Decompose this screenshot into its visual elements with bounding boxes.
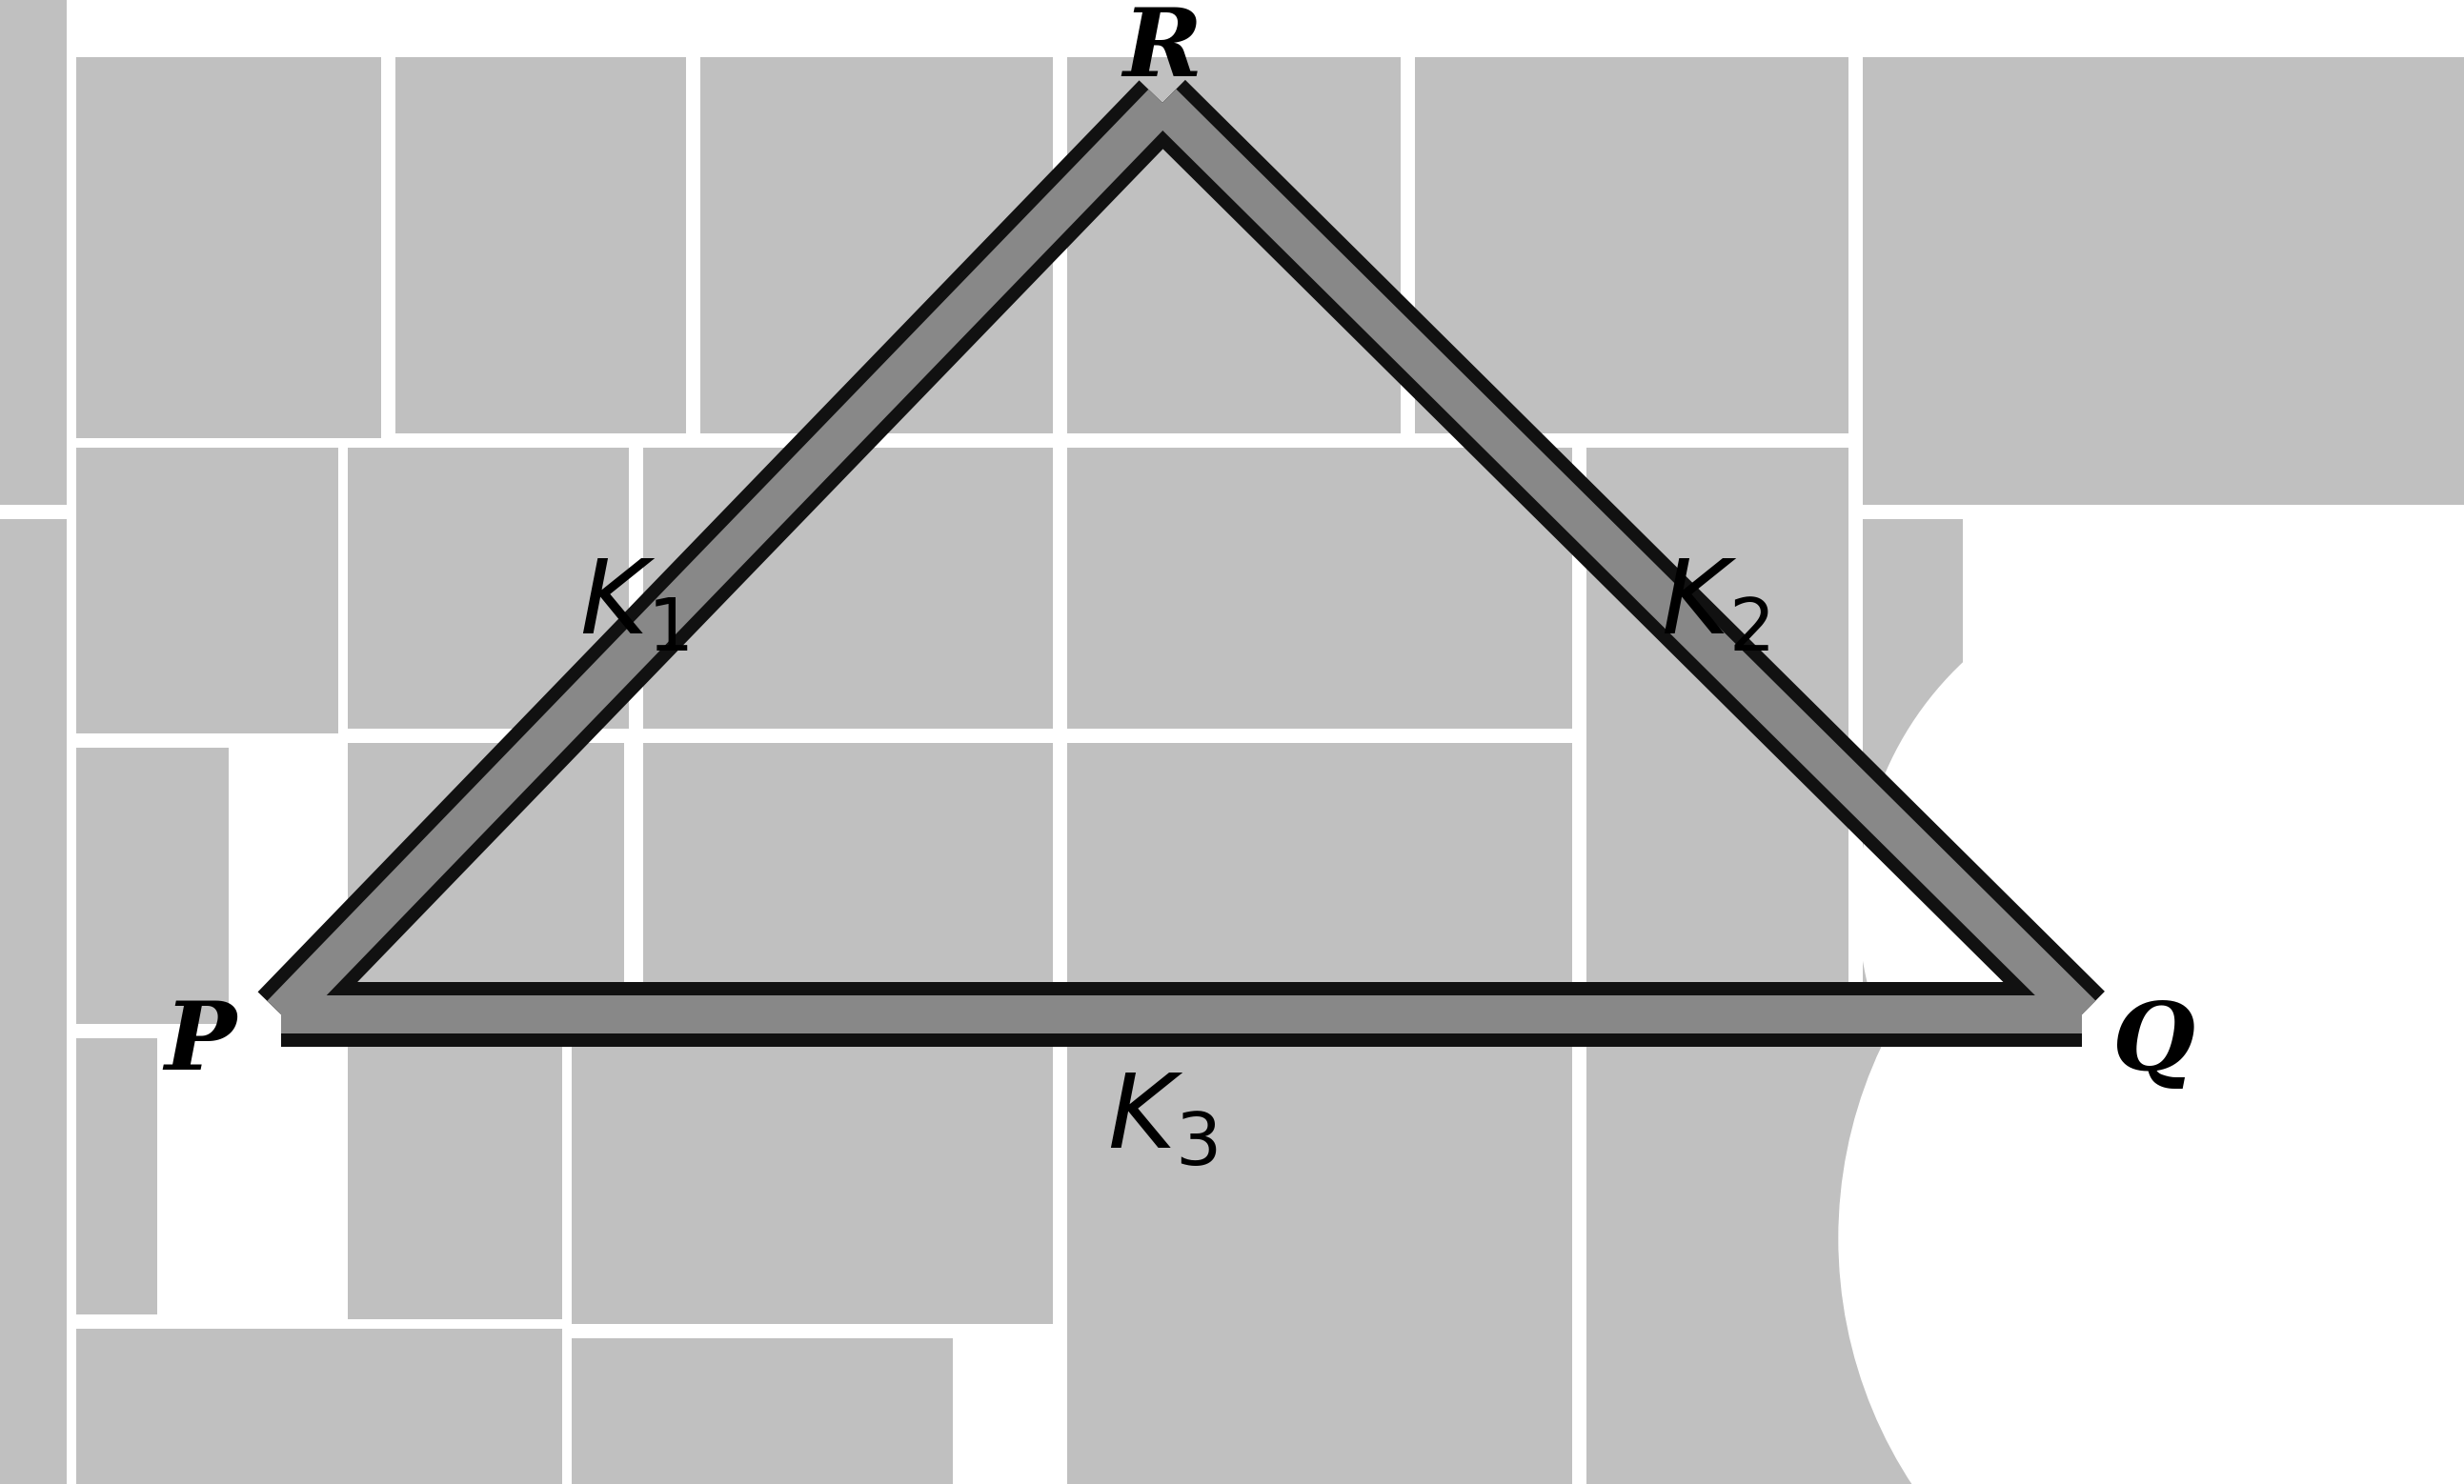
- Bar: [700, 58, 1052, 433]
- Text: $K_3$: $K_3$: [1106, 1068, 1217, 1169]
- Bar: [347, 743, 623, 1039]
- Polygon shape: [1141, 80, 2104, 1037]
- Bar: [76, 448, 338, 733]
- Bar: [1863, 58, 2464, 505]
- Polygon shape: [1858, 571, 2464, 1238]
- Polygon shape: [259, 80, 1185, 1037]
- Bar: [1067, 743, 1572, 1039]
- Bar: [1067, 58, 1400, 433]
- Bar: [1587, 1043, 1954, 1484]
- Bar: [1863, 519, 2464, 1484]
- Bar: [1067, 448, 1572, 729]
- Bar: [643, 448, 1052, 729]
- Bar: [76, 1328, 562, 1484]
- Bar: [76, 1039, 158, 1315]
- Bar: [394, 58, 685, 433]
- Polygon shape: [266, 89, 1175, 1028]
- Text: $K_1$: $K_1$: [579, 555, 687, 656]
- Bar: [347, 1043, 562, 1319]
- Bar: [76, 58, 382, 438]
- Text: Q: Q: [2112, 997, 2195, 1089]
- Polygon shape: [281, 982, 2082, 1046]
- Polygon shape: [1148, 89, 2094, 1028]
- Polygon shape: [281, 994, 2082, 1034]
- Polygon shape: [1964, 515, 2464, 1484]
- Polygon shape: [1892, 647, 2464, 985]
- Bar: [1414, 58, 1848, 433]
- Text: P: P: [165, 997, 237, 1089]
- Text: $K_2$: $K_2$: [1661, 555, 1769, 656]
- Bar: [76, 748, 229, 1024]
- Bar: [572, 1043, 1052, 1324]
- Bar: [347, 448, 628, 729]
- Text: R: R: [1124, 3, 1202, 95]
- Bar: [0, 519, 67, 1484]
- Bar: [0, 0, 67, 505]
- Bar: [643, 743, 1052, 1039]
- Bar: [572, 1339, 954, 1484]
- Bar: [1067, 1043, 1572, 1484]
- Bar: [1587, 448, 1848, 1039]
- Circle shape: [1838, 791, 2464, 1484]
